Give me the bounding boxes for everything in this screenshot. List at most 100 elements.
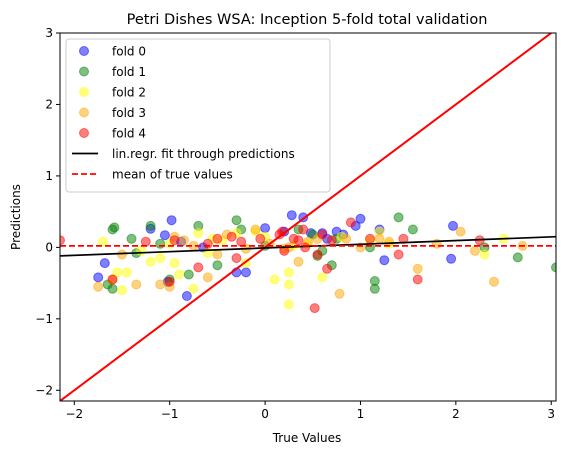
data-point-fold-0 bbox=[159, 230, 170, 241]
data-point-fold-2 bbox=[169, 258, 180, 269]
data-point-fold-0 bbox=[286, 210, 297, 221]
data-point-fold-1 bbox=[369, 283, 380, 294]
data-point-fold-2 bbox=[283, 299, 294, 310]
x-tick-label: −1 bbox=[161, 407, 179, 421]
data-point-fold-3 bbox=[412, 263, 423, 274]
data-point-fold-1 bbox=[551, 262, 556, 273]
data-point-fold-1 bbox=[107, 283, 118, 294]
data-point-fold-1 bbox=[126, 233, 137, 244]
y-axis-label: Predictions bbox=[9, 184, 23, 250]
data-point-fold-4 bbox=[140, 236, 151, 247]
data-point-fold-4 bbox=[326, 235, 337, 246]
data-point-fold-0 bbox=[379, 255, 390, 266]
data-point-fold-4 bbox=[412, 274, 423, 285]
data-point-fold-2 bbox=[188, 283, 199, 294]
x-tick-label: 0 bbox=[261, 407, 269, 421]
x-tick-label: 1 bbox=[357, 407, 365, 421]
data-point-fold-4 bbox=[393, 249, 404, 260]
data-point-fold-0 bbox=[446, 253, 457, 264]
data-point-fold-4 bbox=[226, 231, 237, 242]
data-point-fold-4 bbox=[107, 274, 118, 285]
legend: fold 0 fold 1 fold 2 fold 3 fold 4 lin.regr. … bbox=[65, 38, 331, 193]
y-tick-label: 3 bbox=[45, 26, 53, 40]
x-axis-label: True Values bbox=[272, 431, 342, 445]
data-point-fold-2 bbox=[174, 269, 185, 280]
data-point-fold-4 bbox=[202, 238, 213, 249]
legend-marker bbox=[79, 87, 89, 97]
legend-label: fold 0 bbox=[112, 45, 146, 59]
data-point-fold-4 bbox=[212, 233, 223, 244]
data-point-fold-0 bbox=[166, 215, 177, 226]
legend-label: fold 3 bbox=[112, 106, 146, 120]
data-point-fold-0 bbox=[260, 223, 271, 234]
data-point-fold-1 bbox=[212, 260, 223, 271]
data-point-fold-3 bbox=[341, 233, 352, 244]
data-point-fold-4 bbox=[236, 236, 247, 247]
legend-marker bbox=[79, 128, 89, 138]
data-point-fold-3 bbox=[155, 279, 166, 290]
x-tick-label: −2 bbox=[65, 407, 83, 421]
data-point-fold-2 bbox=[117, 285, 127, 296]
data-point-fold-2 bbox=[145, 256, 156, 267]
data-point-fold-3 bbox=[179, 235, 189, 246]
y-tick-label: −2 bbox=[35, 383, 53, 397]
data-point-fold-2 bbox=[283, 267, 294, 278]
y-tick-label: 1 bbox=[45, 169, 53, 183]
data-point-fold-1 bbox=[183, 269, 194, 280]
data-point-fold-4 bbox=[169, 235, 180, 246]
data-point-fold-2 bbox=[193, 228, 204, 239]
axes: −2 −1 0 1 2 3 −2 −1 0 1 2 3 bbox=[35, 26, 557, 421]
legend-marker bbox=[79, 46, 89, 56]
data-point-fold-3 bbox=[489, 276, 499, 287]
y-tick-label: −1 bbox=[35, 312, 53, 326]
data-point-fold-2 bbox=[317, 272, 328, 283]
data-point-fold-3 bbox=[250, 224, 261, 235]
data-point-fold-2 bbox=[97, 236, 108, 247]
data-point-fold-2 bbox=[112, 267, 123, 278]
y-tick-label: 2 bbox=[45, 97, 53, 111]
data-point-fold-4 bbox=[164, 276, 175, 287]
data-point-fold-2 bbox=[479, 249, 490, 260]
data-point-fold-4 bbox=[193, 262, 204, 273]
legend-label: lin.regr. fit through predictions bbox=[112, 147, 295, 161]
data-point-fold-4 bbox=[322, 263, 333, 274]
data-point-fold-4 bbox=[60, 235, 65, 246]
data-point-fold-4 bbox=[300, 242, 311, 253]
data-point-fold-1 bbox=[155, 238, 166, 249]
data-point-fold-2 bbox=[283, 279, 294, 290]
data-point-fold-2 bbox=[155, 253, 166, 264]
data-point-fold-4 bbox=[309, 303, 320, 314]
data-point-fold-0 bbox=[448, 220, 458, 231]
data-point-fold-1 bbox=[512, 252, 523, 263]
data-point-fold-3 bbox=[469, 245, 480, 256]
data-point-fold-3 bbox=[374, 233, 385, 244]
data-point-fold-2 bbox=[121, 267, 132, 278]
data-point-fold-2 bbox=[136, 245, 147, 256]
data-point-fold-3 bbox=[384, 236, 395, 247]
legend-marker bbox=[79, 66, 89, 77]
legend-label: mean of true values bbox=[112, 168, 233, 182]
x-tick-label: 2 bbox=[452, 407, 460, 421]
identity-line bbox=[60, 33, 552, 401]
data-point-fold-3 bbox=[293, 256, 304, 267]
chart-title: Petri Dishes WSA: Inception 5-fold total… bbox=[127, 12, 488, 28]
data-point-fold-4 bbox=[317, 229, 328, 240]
data-point-fold-0 bbox=[241, 267, 251, 278]
data-point-fold-4 bbox=[345, 217, 356, 228]
legend-marker bbox=[79, 107, 89, 118]
data-point-fold-1 bbox=[145, 220, 156, 231]
data-point-fold-3 bbox=[93, 281, 104, 292]
plot-area bbox=[60, 33, 556, 401]
data-point-fold-4 bbox=[365, 233, 375, 244]
data-point-fold-3 bbox=[455, 226, 466, 237]
axes-frame bbox=[59, 32, 557, 402]
data-point-fold-4 bbox=[255, 233, 266, 244]
data-point-fold-4 bbox=[312, 249, 323, 260]
data-point-fold-0 bbox=[355, 213, 366, 224]
data-point-fold-1 bbox=[231, 215, 242, 226]
data-point-fold-3 bbox=[212, 249, 223, 260]
legend-label: fold 1 bbox=[112, 65, 146, 79]
data-point-fold-3 bbox=[117, 249, 127, 260]
